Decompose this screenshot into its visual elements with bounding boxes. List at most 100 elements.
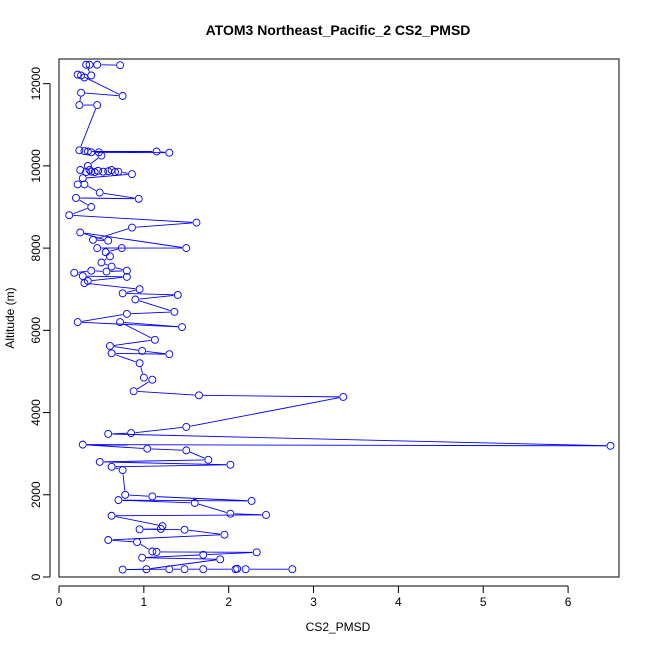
data-point [75, 101, 84, 109]
data-point [138, 346, 147, 355]
data-point [75, 146, 84, 155]
y-tick-label: 0 [29, 573, 43, 580]
data-point [148, 375, 157, 384]
y-tick-label: 10000 [29, 149, 43, 183]
data-point [107, 511, 116, 520]
data-point [121, 490, 130, 499]
data-point [85, 60, 94, 69]
data-point [73, 318, 82, 327]
data-point [80, 180, 89, 189]
data-point [99, 167, 108, 176]
data-point [133, 538, 142, 547]
data-point [118, 92, 127, 100]
y-tick-label: 4000 [29, 399, 43, 426]
series-segment [115, 514, 262, 517]
data-point [190, 499, 199, 507]
data-point [178, 323, 186, 331]
data-point [128, 223, 136, 232]
series-segment [87, 185, 97, 192]
series-segment [87, 68, 90, 72]
series-segment [122, 171, 128, 174]
series-segment [88, 283, 136, 290]
data-point [87, 266, 96, 275]
series-segment [150, 559, 217, 570]
series-segment [109, 248, 118, 252]
data-point [88, 235, 97, 244]
data-point [82, 60, 91, 69]
data-point [93, 60, 102, 69]
data-point [105, 342, 114, 350]
data-point [78, 174, 87, 183]
series-segment [123, 323, 152, 339]
series-segment [190, 397, 340, 427]
series-segment [81, 314, 123, 322]
data-point [199, 565, 208, 574]
data-point [72, 194, 80, 202]
series-segment [86, 444, 607, 447]
data-point [165, 350, 174, 359]
data-point [87, 71, 96, 80]
series-segment [78, 270, 88, 273]
data-point [129, 387, 138, 396]
series-segment [115, 467, 119, 470]
data-point [152, 547, 161, 556]
data-point [152, 147, 161, 156]
data-point [139, 373, 148, 382]
data-point [87, 203, 96, 211]
series-segment [96, 228, 129, 240]
x-tick-label: 0 [56, 595, 63, 609]
data-point [65, 211, 74, 220]
data-point [76, 228, 85, 237]
series-segment [124, 321, 178, 328]
data-point [104, 536, 113, 544]
data-point [127, 429, 136, 438]
data-point [262, 510, 270, 519]
data-point [122, 309, 131, 318]
plot-frame [58, 58, 620, 578]
series-segment [137, 390, 195, 396]
series-segment [84, 76, 120, 95]
data-point [247, 496, 256, 505]
series-segment [80, 197, 135, 200]
data-point [148, 547, 157, 556]
series-segment [103, 459, 205, 463]
series-segment [103, 461, 227, 466]
series-segment [126, 289, 136, 293]
data-point [104, 429, 113, 438]
data-point [252, 548, 261, 557]
data-point [122, 272, 131, 281]
series-segment [79, 96, 81, 101]
data-point [150, 335, 159, 344]
series-segment [146, 554, 200, 558]
series-segment [104, 258, 107, 261]
series-segment [129, 494, 149, 497]
data-point [199, 550, 208, 559]
series-segment [189, 451, 205, 459]
data-point [118, 565, 127, 574]
series-segment [139, 300, 171, 311]
x-tick-label: 1 [141, 595, 148, 609]
data-point [83, 161, 92, 170]
series-segment [140, 367, 144, 374]
data-point [288, 565, 297, 574]
data-point [135, 525, 144, 534]
series-segment [80, 108, 97, 147]
data-point [135, 359, 144, 368]
series-segment [84, 232, 183, 248]
data-point [83, 147, 92, 156]
series-segment [79, 199, 88, 206]
data-point [170, 307, 179, 316]
data-point [105, 252, 114, 261]
series-segment [103, 192, 135, 199]
series-segment [86, 174, 128, 179]
data-point [131, 295, 140, 304]
series-segment [115, 267, 123, 271]
x-axis: 0 1 2 3 4 5 6 [56, 585, 572, 609]
data-point [118, 466, 127, 475]
data-point [226, 460, 235, 469]
data-point [93, 101, 102, 109]
series-segment [115, 354, 136, 363]
data-point [180, 565, 189, 574]
data-point [73, 70, 82, 79]
